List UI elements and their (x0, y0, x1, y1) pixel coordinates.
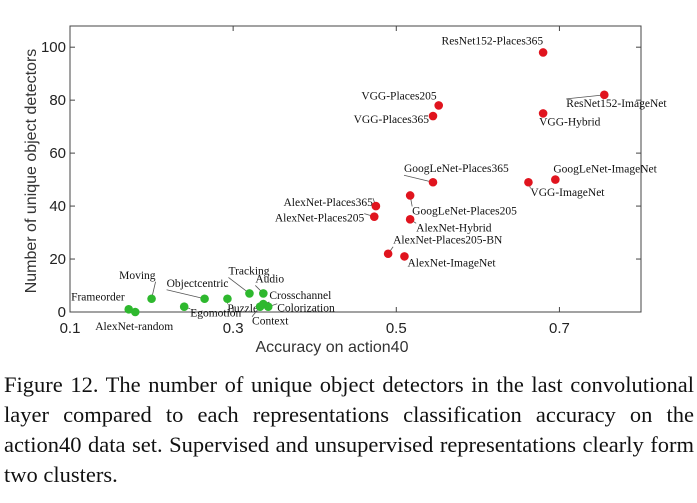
supervised-point (524, 177, 533, 187)
point-label: VGG-Hybrid (539, 116, 601, 128)
point-label: GoogLeNet-Places365 (404, 163, 509, 175)
point-label: GoogLeNet-Places205 (412, 205, 517, 217)
unsupervised-point (263, 302, 273, 312)
point-label: Crosschannel (269, 290, 331, 302)
x-axis-title: Accuracy on action40 (256, 339, 409, 356)
y-tick-label: 100 (41, 39, 66, 56)
unsupervised-point (259, 289, 268, 298)
supervised-point (551, 175, 560, 184)
supervised-point (428, 177, 438, 187)
point-label: Frameorder (71, 291, 125, 303)
y-tick-label: 40 (49, 198, 66, 215)
supervised-point (371, 201, 381, 211)
point-label: Objectcentric (167, 278, 229, 290)
y-tick-label: 80 (49, 92, 66, 109)
label-leader-line (228, 277, 250, 294)
point-label: AlexNet-Places365 (283, 197, 373, 209)
y-tick-label: 60 (49, 145, 66, 162)
point-label: AlexNet-Places205 (275, 213, 365, 225)
supervised-point (428, 111, 438, 121)
supervised-point (538, 109, 548, 118)
unsupervised-point (147, 294, 156, 304)
label-leader-line (403, 174, 434, 183)
point-label: VGG-ImageNet (530, 187, 605, 199)
unsupervised-point (124, 305, 134, 314)
point-label: Moving (119, 270, 156, 282)
point-label: AlexNet-random (95, 321, 173, 333)
unsupervised-point (255, 302, 265, 312)
point-label: AlexNet-Hybrid (416, 222, 492, 234)
x-tick-label: 0.7 (549, 320, 570, 337)
y-axis-title: Number of unique object detectors (23, 49, 40, 294)
point-label: VGG-Places205 (361, 90, 437, 102)
unsupervised-point (179, 302, 189, 312)
point-label: Tracking (228, 265, 269, 277)
point-label: AlexNet-Places205-BN (393, 235, 503, 247)
point-label: VGG-Places365 (354, 114, 430, 126)
figure-caption: Figure 12. The number of unique object d… (4, 372, 694, 487)
plot-frame (69, 25, 642, 313)
point-label: Puzzle (227, 303, 258, 315)
point-label: Colorization (277, 303, 335, 315)
unsupervised-point (245, 289, 254, 298)
unsupervised-point (130, 307, 140, 317)
x-tick-label: 0.1 (60, 320, 81, 337)
supervised-point (599, 90, 609, 100)
supervised-point (405, 215, 415, 224)
point-label: ResNet152-Places365 (442, 35, 544, 47)
point-label: GoogLeNet-ImageNet (553, 164, 657, 176)
x-tick-label: 0.3 (223, 320, 244, 337)
y-tick-label: 20 (49, 251, 66, 268)
point-label: Egomotion (190, 308, 241, 320)
label-leader-line (166, 289, 205, 300)
x-tick-label: 0.5 (386, 320, 407, 337)
unsupervised-point (200, 294, 209, 304)
supervised-point (369, 212, 379, 221)
point-label: Audio (255, 273, 284, 285)
point-label: Context (252, 316, 289, 328)
label-leader-line (566, 94, 605, 100)
point-label: ResNet152-ImageNet (566, 98, 667, 110)
supervised-point (383, 249, 393, 259)
y-tick-label: 0 (58, 304, 66, 321)
point-label: AlexNet-ImageNet (407, 257, 496, 269)
supervised-point (405, 191, 415, 200)
unsupervised-point (223, 294, 232, 304)
supervised-point (538, 48, 548, 57)
supervised-point (400, 252, 409, 261)
scatter-chart: 0.1 0.3 0.5 0.7 0 20 40 60 80 100 ResNet152-Place… (23, 25, 667, 356)
supervised-point (434, 101, 444, 110)
